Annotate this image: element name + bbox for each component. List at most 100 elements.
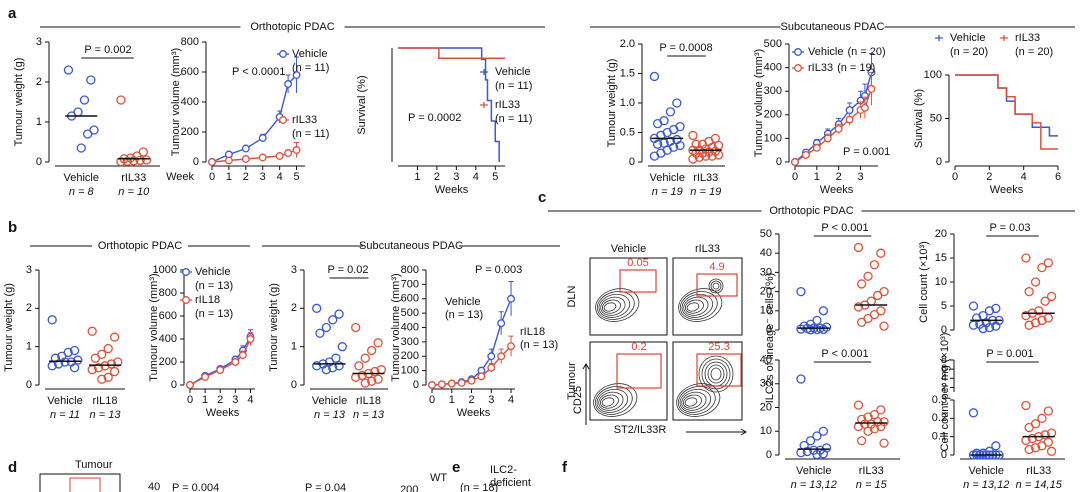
legend-label: rIL18 bbox=[195, 294, 220, 306]
y-axis-label: Tumour volume (mm³) bbox=[170, 48, 182, 156]
x-tick-label: 4 bbox=[1021, 171, 1027, 183]
y-tick-label: 200 bbox=[401, 350, 419, 362]
data-point bbox=[991, 441, 1001, 451]
legend-n: (n = 13) bbox=[445, 309, 483, 321]
legend-label: Vehicle bbox=[195, 266, 230, 278]
gate-value: 0.2 bbox=[631, 341, 646, 353]
contour bbox=[601, 397, 615, 407]
contour bbox=[679, 291, 718, 320]
y-tick-label: 10 bbox=[935, 276, 947, 288]
data-point bbox=[879, 438, 889, 448]
data-point bbox=[497, 352, 506, 361]
data-point bbox=[292, 71, 301, 79]
gate bbox=[616, 353, 662, 389]
y-tick-label: 4 bbox=[941, 372, 947, 384]
panel-letter: f bbox=[562, 459, 568, 476]
y-tick-label: 5 bbox=[941, 300, 947, 312]
data-point bbox=[1037, 441, 1047, 451]
gate-value: 4.9 bbox=[709, 261, 724, 273]
x-axis-label: Weeks bbox=[820, 184, 854, 196]
data-point bbox=[1046, 291, 1057, 302]
y-tick-label: 3 bbox=[291, 264, 297, 276]
data-point bbox=[1034, 306, 1044, 316]
legend-marker bbox=[794, 64, 802, 72]
data-point bbox=[978, 323, 988, 334]
data-point bbox=[73, 355, 83, 365]
data-point bbox=[812, 449, 822, 460]
data-point bbox=[100, 361, 110, 371]
legend-n: (n = 11) bbox=[495, 80, 532, 92]
data-point bbox=[113, 357, 123, 367]
data-point bbox=[125, 153, 136, 163]
data-point bbox=[370, 366, 380, 377]
data-point bbox=[1030, 277, 1041, 287]
contour bbox=[679, 388, 712, 413]
y-tick-label: 600 bbox=[401, 293, 419, 305]
y-tick-label: 300 bbox=[401, 336, 419, 348]
y-tick-label: 0 bbox=[36, 156, 42, 168]
p-value: P = 0.02 bbox=[327, 264, 368, 276]
data-point bbox=[818, 426, 828, 436]
contour bbox=[681, 391, 707, 411]
y-tick-label: 0 bbox=[629, 156, 635, 168]
axis-label: CD25 bbox=[572, 386, 584, 414]
y-tick-label: 0 bbox=[413, 379, 419, 391]
data-point bbox=[812, 324, 822, 335]
x-tick-label: rIL33 bbox=[693, 172, 718, 184]
data-point bbox=[487, 352, 496, 361]
contour bbox=[602, 299, 621, 314]
data-point bbox=[497, 319, 506, 328]
data-point bbox=[76, 143, 86, 153]
y-tick-label: 20 bbox=[760, 286, 772, 298]
data-point bbox=[796, 374, 806, 384]
data-point bbox=[1037, 413, 1047, 423]
column-label: Vehicle bbox=[611, 243, 646, 255]
contour bbox=[708, 278, 724, 294]
y-tick-label: 8 bbox=[941, 354, 947, 366]
y-tick-label: 2 bbox=[291, 302, 297, 314]
data-point bbox=[1030, 318, 1041, 328]
data-point bbox=[1046, 446, 1057, 456]
data-point bbox=[853, 302, 864, 312]
data-point bbox=[109, 366, 120, 377]
y-tick-label: 20 bbox=[760, 401, 772, 413]
p-value: P < 0.001 bbox=[821, 222, 868, 234]
p-value: P = 0.003 bbox=[475, 264, 522, 276]
data-point bbox=[694, 152, 704, 162]
data-point bbox=[968, 320, 979, 330]
contour bbox=[596, 291, 635, 320]
data-point bbox=[103, 372, 113, 382]
y-tick-label: 6 bbox=[941, 363, 947, 375]
data-point bbox=[258, 134, 267, 142]
y-tick-label: 200 bbox=[181, 126, 199, 138]
fragment-gate bbox=[69, 477, 101, 492]
panel-letter: d bbox=[8, 459, 17, 476]
panel-letter: e bbox=[452, 459, 460, 476]
section-header: Subcutaneous PDAC bbox=[781, 21, 885, 33]
contour bbox=[710, 280, 722, 292]
data-point bbox=[241, 155, 250, 163]
y-tick-label: 1 bbox=[36, 116, 42, 128]
data-point bbox=[688, 154, 698, 164]
x-tick-label: 1 bbox=[226, 171, 232, 183]
x-tick-label: Vehicle bbox=[47, 395, 82, 407]
data-point bbox=[477, 372, 486, 381]
data-point bbox=[437, 380, 446, 389]
data-point bbox=[135, 155, 145, 166]
y-tick-label: 0.2 bbox=[932, 412, 947, 424]
data-point bbox=[312, 303, 322, 313]
data-point bbox=[315, 328, 325, 338]
survival-curve bbox=[955, 74, 1058, 150]
y-tick-label: 50 bbox=[760, 228, 772, 240]
y-tick-label: 10 bbox=[760, 425, 772, 437]
data-point bbox=[845, 106, 854, 115]
legend-marker bbox=[182, 268, 190, 276]
y-tick-label: 3 bbox=[26, 264, 32, 276]
x-tick-label: 1 bbox=[449, 394, 455, 406]
data-point bbox=[69, 363, 80, 373]
data-point bbox=[853, 242, 864, 253]
data-point bbox=[201, 373, 210, 381]
n-label: n = 8 bbox=[69, 186, 95, 198]
data-point bbox=[224, 156, 233, 165]
x-tick-label: 1 bbox=[414, 171, 420, 183]
